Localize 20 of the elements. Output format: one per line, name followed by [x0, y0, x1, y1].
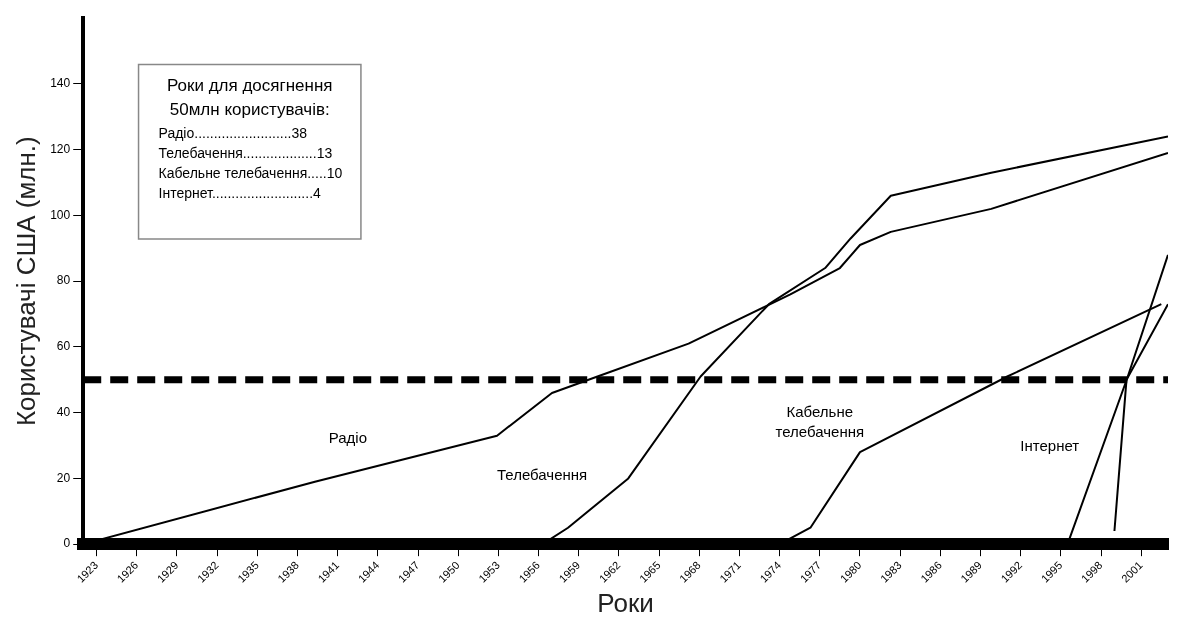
y-tick-label: 100: [50, 207, 71, 222]
y-tick-label: 40: [56, 404, 71, 419]
annotation: 50млн користувачів:: [169, 100, 330, 120]
x-axis-title: Роки: [597, 587, 654, 618]
series-label: Радіо: [328, 429, 368, 447]
annotation: Телебачення...................13: [158, 145, 333, 162]
y-tick-label: 120: [50, 142, 71, 156]
annotation: Інтернет..........................4: [158, 185, 322, 202]
annotation: Кабельне телебачення.....10: [158, 165, 343, 182]
y-axis-title: Користувачі США (млн.): [10, 136, 41, 427]
series-label: Кабельне телебачення: [775, 403, 865, 441]
annotation: Роки для досягнення: [166, 76, 333, 96]
y-tick-label: 80: [56, 273, 71, 288]
series-label: Інтернет: [1020, 437, 1080, 454]
y-tick-label: 20: [56, 470, 71, 485]
y-tick-label: 0: [63, 536, 71, 551]
annotation: Радіо.........................38: [158, 125, 308, 142]
y-tick-label: 60: [56, 339, 71, 354]
series-label: Телебачення: [496, 465, 588, 483]
y-tick-label: 140: [50, 76, 71, 91]
